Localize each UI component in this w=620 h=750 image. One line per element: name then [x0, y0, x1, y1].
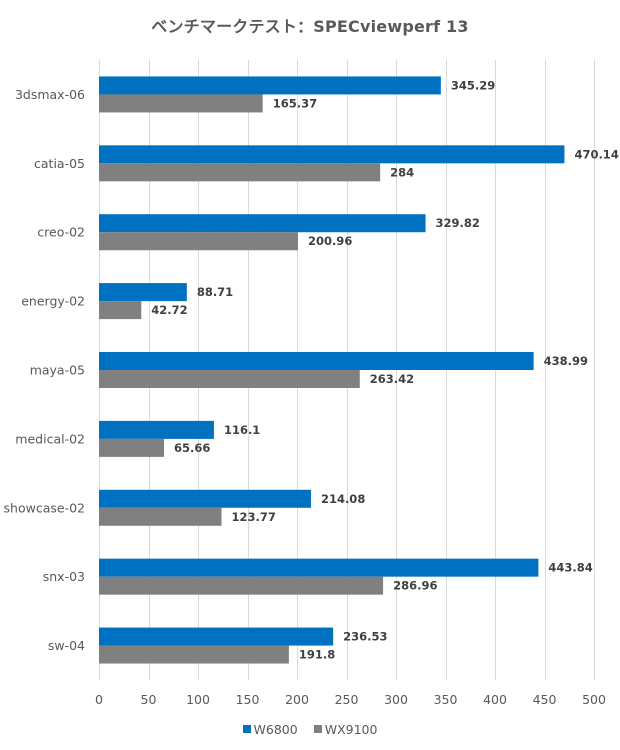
category-axis: 3dsmax-06 catia-05 creo-02 energy-02 maya-05… [4, 87, 86, 653]
x-tick-label: 50 [141, 692, 157, 707]
x-tick-label: 400 [483, 692, 507, 707]
bar-wx9100-creo-02 [99, 232, 298, 251]
data-label-w6800-creo-02: 329.82 [436, 216, 480, 230]
bar-w6800-snx-03 [99, 558, 539, 577]
category-label-snx-03: snx-03 [43, 569, 85, 584]
data-label-wx9100-medical-02: 65.66 [174, 441, 210, 455]
data-label-w6800-medical-02: 116.1 [224, 423, 260, 437]
bar-w6800-energy-02 [99, 283, 187, 302]
data-label-w6800-snx-03: 443.84 [548, 561, 592, 575]
bar-w6800-catia-05 [99, 145, 565, 164]
legend: W6800 WX9100 [0, 721, 620, 737]
bar-wx9100-sw-04 [99, 645, 289, 664]
bar-w6800-showcase-02 [99, 489, 311, 508]
bar-wx9100-showcase-02 [99, 507, 222, 526]
legend-label-w6800: W6800 [253, 721, 298, 737]
category-label-3dsmax-06: 3dsmax-06 [15, 87, 85, 102]
bar-wx9100-snx-03 [99, 576, 384, 595]
legend-swatch-w6800 [242, 725, 251, 733]
bar-w6800-creo-02 [99, 214, 426, 233]
x-tick-label: 350 [434, 692, 458, 707]
data-label-wx9100-showcase-02: 123.77 [232, 510, 276, 524]
x-tick-label: 250 [335, 692, 359, 707]
data-label-wx9100-energy-02: 42.72 [151, 303, 187, 317]
data-label-wx9100-maya-05: 263.42 [370, 372, 414, 386]
category-label-catia-05: catia-05 [34, 156, 85, 171]
data-labels: 345.29 165.37 470.14 284 329.82 200.96 88.71 42… [151, 78, 619, 661]
category-label-creo-02: creo-02 [37, 225, 85, 240]
legend-label-wx9100: WX9100 [324, 721, 378, 737]
chart-title: ベンチマークテスト：SPECviewperf 13 [151, 17, 469, 36]
x-tick-label: 500 [582, 692, 606, 707]
bar-wx9100-energy-02 [99, 301, 142, 320]
legend-swatch-wx9100 [313, 725, 322, 733]
x-tick-label: 450 [533, 692, 557, 707]
bar-wx9100-3dsmax-06 [99, 94, 263, 113]
data-label-wx9100-sw-04: 191.8 [299, 648, 335, 662]
category-label-energy-02: energy-02 [21, 294, 85, 309]
x-tick-label: 150 [236, 692, 260, 707]
bar-w6800-maya-05 [99, 352, 534, 370]
data-label-wx9100-3dsmax-06: 165.37 [273, 96, 317, 110]
bar-wx9100-medical-02 [99, 438, 165, 457]
bar-wx9100-maya-05 [99, 370, 360, 388]
data-label-w6800-3dsmax-06: 345.29 [451, 78, 495, 92]
data-label-wx9100-creo-02: 200.96 [308, 234, 352, 248]
bar-w6800-3dsmax-06 [99, 76, 441, 95]
bar-wx9100-catia-05 [99, 163, 381, 182]
category-label-sw-04: sw-04 [48, 638, 85, 653]
value-axis: 0 50 100 150 200 250 300 350 400 450 500 [95, 692, 606, 707]
data-label-wx9100-catia-05: 284 [390, 165, 414, 179]
category-label-showcase-02: showcase-02 [4, 500, 85, 515]
bar-w6800-medical-02 [99, 420, 214, 439]
data-label-w6800-sw-04: 236.53 [343, 630, 387, 644]
data-label-w6800-maya-05: 438.99 [544, 354, 588, 368]
x-tick-label: 0 [95, 692, 103, 707]
data-label-w6800-energy-02: 88.71 [197, 285, 233, 299]
x-tick-label: 300 [384, 692, 408, 707]
data-label-w6800-catia-05: 470.14 [574, 147, 618, 161]
data-label-wx9100-snx-03: 286.96 [393, 579, 437, 593]
x-tick-label: 100 [186, 692, 210, 707]
legend-item-w6800: W6800 [242, 721, 298, 737]
bars [99, 76, 565, 664]
legend-item-wx9100: WX9100 [313, 721, 378, 737]
data-label-w6800-showcase-02: 214.08 [321, 492, 365, 506]
x-tick-label: 200 [285, 692, 309, 707]
category-label-medical-02: medical-02 [15, 431, 85, 446]
bar-w6800-sw-04 [99, 627, 334, 646]
category-label-maya-05: maya-05 [30, 363, 85, 378]
